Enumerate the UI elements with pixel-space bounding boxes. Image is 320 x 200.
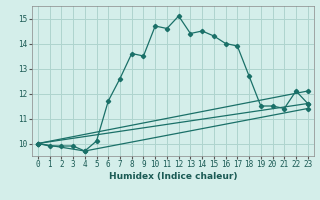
- X-axis label: Humidex (Indice chaleur): Humidex (Indice chaleur): [108, 172, 237, 181]
